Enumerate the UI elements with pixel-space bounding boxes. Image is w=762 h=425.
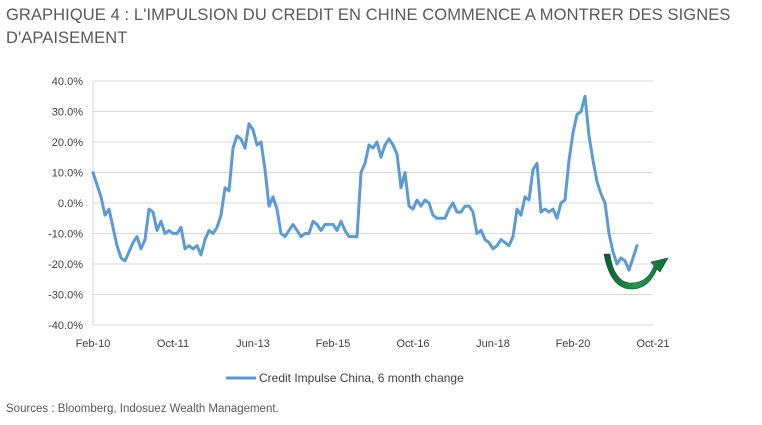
y-tick-label: 10.0% (52, 168, 83, 180)
x-tick-label: Oct-11 (157, 338, 189, 350)
x-tick-label: Jun-18 (476, 338, 510, 350)
x-tick-label: Jun-13 (236, 338, 270, 350)
y-tick-label: -20.0% (48, 259, 83, 271)
y-tick-label: -40.0% (48, 320, 83, 332)
x-tick-label: Feb-20 (556, 338, 591, 350)
series-line-credit-impulse (91, 94, 639, 272)
x-axis-ticks: Feb-10 Oct-11 Jun-13 Feb-15 Oct-16 Jun-18 Feb-… (76, 338, 670, 350)
y-tick-label: -10.0% (48, 229, 83, 241)
y-tick-label: 30.0% (52, 107, 83, 119)
x-tick-label: Feb-10 (76, 338, 111, 350)
trough-arrow-annotation (603, 253, 669, 290)
y-tick-label: 20.0% (52, 137, 83, 149)
legend-label-credit-impulse: Credit Impulse China, 6 month change (259, 371, 464, 385)
series-layer (91, 94, 639, 272)
y-axis-ticks: 40.0% 30.0% 20.0% 10.0% 0.0% -10.0% -20.0% -30.… (48, 76, 83, 332)
y-tick-label: 40.0% (52, 76, 83, 88)
curved-arrow-body (603, 253, 669, 290)
y-tick-label: 0.0% (58, 198, 83, 210)
grid-lines (92, 80, 653, 326)
x-tick-label: Oct-21 (636, 338, 669, 350)
chart-title: GRAPHIQUE 4 : L'IMPULSION DU CREDIT EN C… (6, 6, 731, 47)
credit-impulse-chart: 40.0% 30.0% 20.0% 10.0% 0.0% -10.0% -20.0% -30.… (48, 76, 670, 385)
y-tick-label: -30.0% (48, 290, 83, 302)
x-tick-label: Oct-16 (396, 338, 429, 350)
x-tick-label: Feb-15 (316, 338, 351, 350)
source-note: Sources : Bloomberg, Indosuez Wealth Man… (6, 403, 279, 415)
legend: Credit Impulse China, 6 month change (226, 371, 464, 385)
